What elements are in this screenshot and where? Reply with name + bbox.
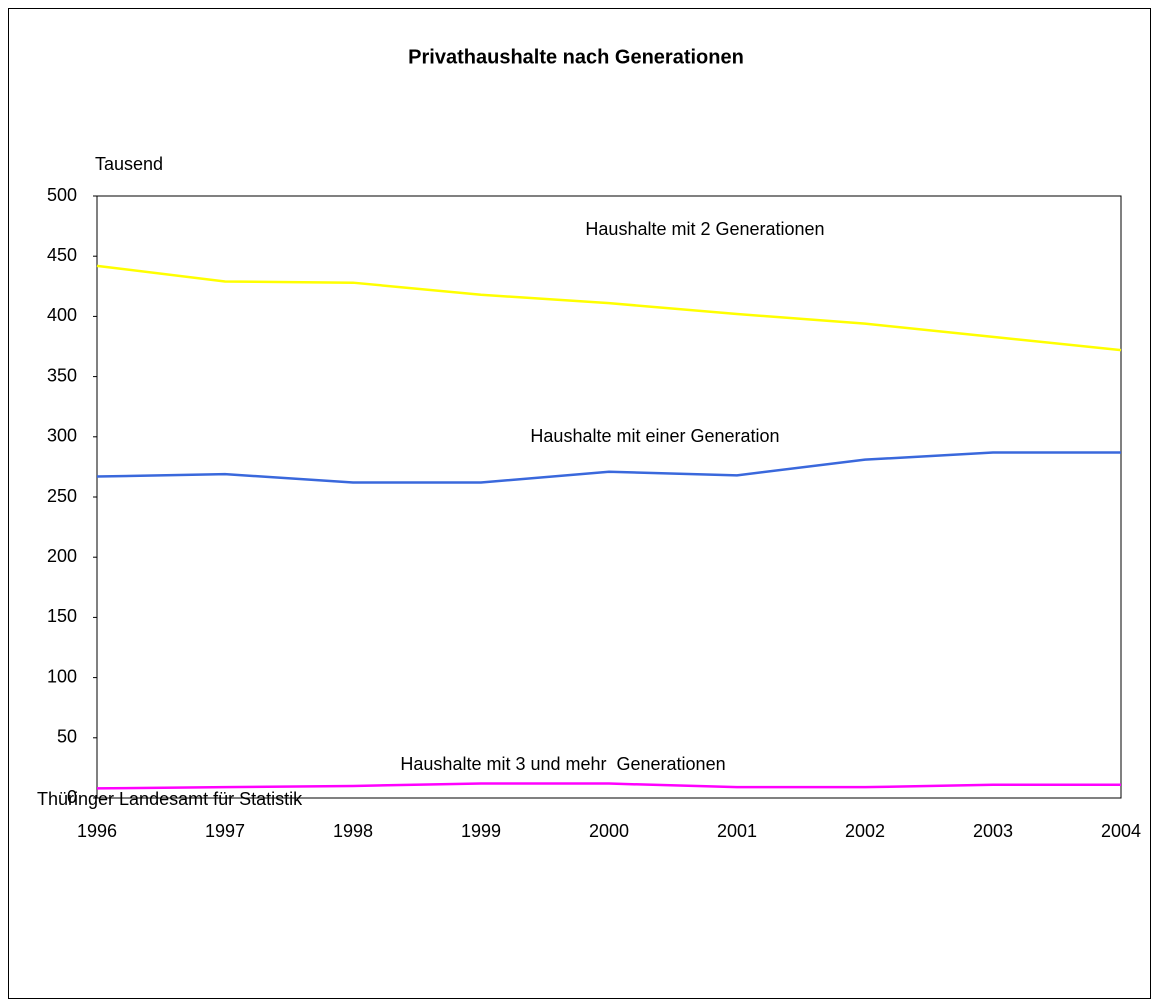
y-tick-label: 100 [47,666,77,686]
x-tick-label: 1997 [205,821,245,841]
chart-border [8,8,1151,999]
y-tick-label: 150 [47,606,77,626]
series-label: Haushalte mit einer Generation [530,426,779,446]
series-label: Haushalte mit 2 Generationen [585,219,824,239]
x-tick-label: 1998 [333,821,373,841]
series-line [96,782,1121,790]
series-label: Haushalte mit 3 und mehr Generationen [400,754,725,774]
y-tick-label: 300 [47,426,77,446]
y-tick-label: 450 [47,245,77,265]
x-tick-label: 2000 [589,821,629,841]
y-tick-label: 500 [47,185,77,205]
x-tick-label: 1996 [77,821,117,841]
y-axis-label: Tausend [95,154,163,174]
x-tick-label: 2004 [1101,821,1141,841]
x-tick-label: 1999 [461,821,501,841]
source: Thüringer Landesamt für Statistik [37,789,303,809]
chart-title: Privathaushalte nach Generationen [408,46,744,68]
y-tick-label: 350 [47,365,77,385]
x-tick-label: 2002 [845,821,885,841]
y-tick-label: 0 [67,787,77,807]
x-tick-label: 2003 [973,821,1013,841]
series-line [96,264,1122,352]
y-tick-label: 400 [47,305,77,325]
y-tick-label: 250 [47,486,77,506]
x-tick-label: 2001 [717,821,757,841]
series-line [96,451,1121,484]
y-tick-label: 50 [57,727,77,747]
y-tick-label: 200 [47,546,77,566]
